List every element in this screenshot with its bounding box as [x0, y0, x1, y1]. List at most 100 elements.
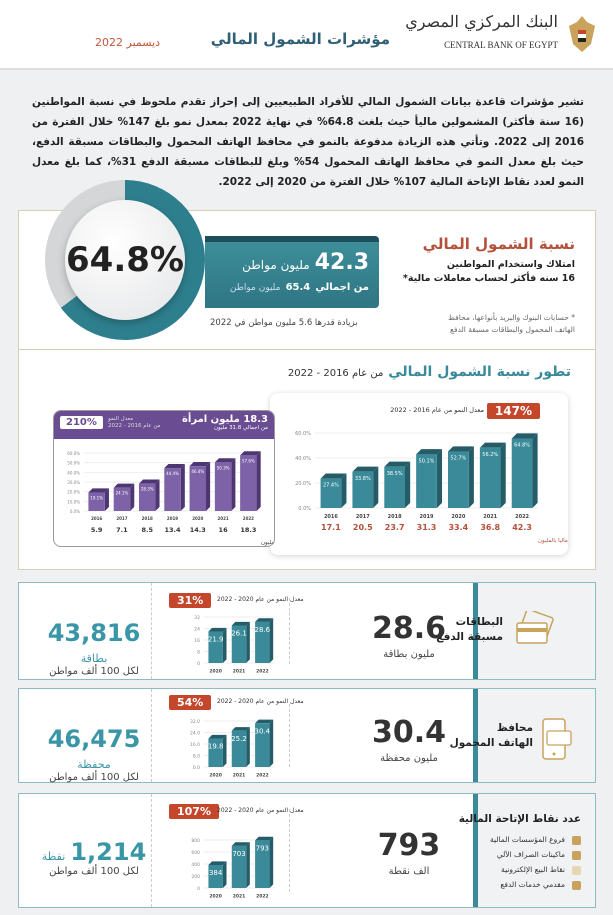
bar [416, 454, 437, 508]
y-tick-label: 40.0% [67, 470, 80, 475]
per-sub: لكل 100 ألف مواطن [49, 866, 139, 877]
increase-note: بزيادة قدرها 5.6 مليون مواطن في 2022 [210, 318, 358, 328]
bar-value-label: 56.2% [482, 452, 498, 458]
evolution-title-years: من عام 2016 - 2022 [287, 368, 384, 379]
ring-center [65, 200, 185, 320]
bar-top [164, 463, 185, 469]
mobile-wallets-card: محافظ الهاتف المحمول 30.4 مليون محفظة 46,… [18, 688, 596, 783]
bar-top [113, 483, 135, 488]
bar-value-label: 793 [256, 844, 269, 852]
header [0, 0, 613, 70]
per-sub: لكل 100 ألف مواطن [49, 666, 139, 677]
bar-side [180, 463, 185, 511]
secondary-value: 23.7 [385, 523, 405, 532]
prepaid-bar-chart: 0 8 16 24 32 21.9 2020 26.1 2021 28.6 2022 [194, 615, 274, 675]
bar [208, 738, 223, 767]
bar-top [231, 842, 250, 846]
y-tick-label: 0 [197, 661, 200, 667]
card-side [473, 689, 595, 782]
x-tick-label: 2020 [209, 894, 222, 900]
x-tick-label: 2019 [420, 514, 434, 520]
y-tick-label: 32 [194, 615, 200, 621]
bar-top [231, 621, 250, 626]
bar-top [255, 719, 274, 724]
bar-value-label: 26.1 [231, 629, 247, 637]
bar-value-label: 384 [209, 869, 223, 877]
bar-side [130, 483, 135, 511]
women-bar-chart: 0.0% 10.0% 20.0% 30.0% 40.0% 50.0% 60.0% 19.1% 2… [67, 451, 274, 546]
secondary-value: 36.8 [480, 523, 500, 532]
secondary-value: 20.5 [353, 523, 373, 532]
secondary-value: 42.3 [512, 523, 532, 532]
card-title: عدد نقاط الإتاحة المالية [458, 813, 581, 825]
card-title: محافظ الهاتف المحمول [450, 721, 533, 751]
bar-top [255, 836, 274, 841]
big-number-unit: الف نقطة [388, 866, 430, 877]
x-tick-label: 2022 [243, 516, 254, 521]
y-tick-label: 16 [194, 638, 200, 644]
y-tick-label: 8 [197, 650, 200, 656]
bar-side [256, 451, 261, 511]
bar-side [222, 734, 227, 767]
title-line: مسبقة الدفع [436, 631, 503, 643]
secondary-value: 8.5 [141, 526, 153, 534]
bar [189, 466, 207, 511]
total-unit: مليون مواطن [229, 283, 281, 293]
bar-top [189, 462, 211, 467]
secondary-value: 7.1 [116, 526, 128, 534]
y-tick-label: 24 [194, 627, 200, 633]
secondary-value: 13.4 [164, 526, 181, 534]
bar-top [448, 446, 474, 452]
x-tick-label: 2018 [388, 514, 402, 520]
bar-top [231, 727, 250, 731]
bar-side [231, 458, 236, 511]
x-tick-label: 2020 [451, 514, 465, 520]
x-tick-label: 2021 [233, 773, 246, 779]
per-value: 43,816 [47, 619, 141, 647]
divider [289, 809, 290, 892]
x-tick-label: 2022 [515, 514, 529, 520]
y-tick-label: 30.0% [67, 480, 80, 485]
bar-top [138, 479, 160, 484]
bar [320, 478, 342, 508]
divider [289, 704, 290, 767]
inclusion-bar-chart: 0.0% 20.0% 40.0% 60.0% 27.4% 2016 17.1 33.8% 201… [295, 431, 568, 544]
bar [231, 625, 247, 663]
growth-label-line: معدل النمو [108, 416, 134, 422]
women-chart-card: 18.3 مليون امرأة من اجمالي 31.8 مليون مع… [53, 410, 275, 547]
bar-side [269, 719, 274, 767]
inclusion-subtitle: امتلاك واستخدام المواطنين 16 سنه فأكثر لح… [403, 258, 575, 286]
divider [151, 689, 152, 782]
secondary-value: 5.9 [91, 526, 103, 534]
bar [240, 455, 257, 511]
big-number: 28.6 [371, 611, 447, 646]
bar-side [500, 442, 506, 508]
bar-value-label: 64.8% [514, 443, 530, 449]
bar [231, 845, 247, 888]
bar-side [222, 861, 227, 888]
x-tick-label: 2018 [142, 516, 153, 521]
per-unit: بطاقة [80, 652, 108, 665]
bar-top [88, 488, 109, 493]
y-tick-label: 16.0 [190, 742, 200, 748]
women-growth-label: معدل النمو من عام 2016 - 2022 [108, 416, 166, 430]
bar-side [104, 488, 109, 511]
secondary-value: 31.3 [417, 523, 437, 532]
growth-label: معدل النمو من عام 2016 - 2022 [390, 406, 484, 414]
x-tick-label: 2021 [233, 894, 246, 900]
y-tick-label: 0 [197, 886, 200, 892]
x-tick-label: 2017 [116, 516, 127, 521]
bar-side [222, 627, 227, 663]
x-tick-label: 2016 [324, 514, 338, 520]
bar [255, 840, 270, 888]
prepaid-card-icon [516, 611, 554, 644]
x-tick-label: 2021 [483, 514, 497, 520]
per-unit: نقطة [41, 850, 66, 863]
y-tick-label: 0.0 [193, 765, 200, 771]
bar [138, 483, 156, 511]
bar-top [208, 861, 227, 865]
bar-value-label: 25.2 [231, 735, 247, 743]
bar-top [214, 458, 236, 463]
access-bar-chart: 0 200 400 600 800 384 2020 703 2021 793 2022 [191, 836, 274, 900]
access-item: نقاط البيع الإلكترونية [501, 865, 565, 874]
